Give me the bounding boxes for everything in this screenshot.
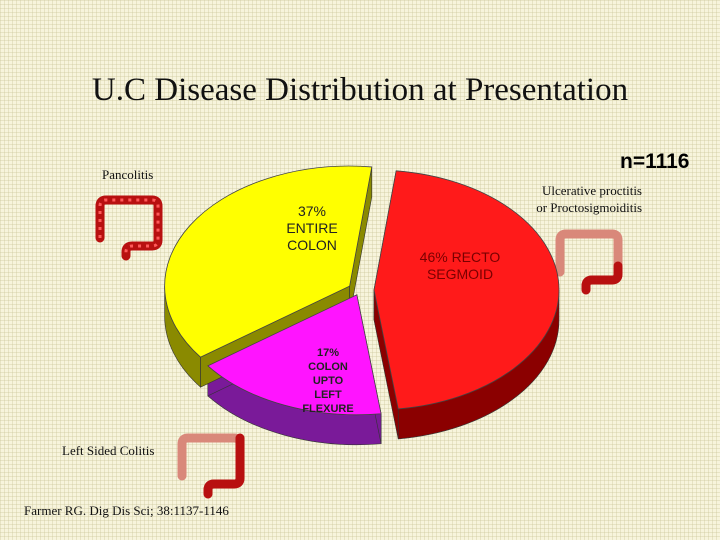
pie-slice-label-2: 37% ENTIRE COLON <box>286 203 337 253</box>
left-sided-colitis-caption: Left Sided Colitis <box>62 443 155 458</box>
pancolitis-caption: Pancolitis <box>102 167 154 182</box>
ulcerative-caption-line2: or Proctosigmoiditis <box>536 200 642 215</box>
pie-slice-1 <box>207 294 382 416</box>
ulcerative-caption-line1: Ulcerative proctitis <box>542 183 642 198</box>
sample-size-label: n=1116 <box>620 150 690 173</box>
chart-title: U.C Disease Distribution at Presentation <box>91 72 629 108</box>
pie-slice-label-0: 46% RECTO SEGMOID <box>420 249 501 282</box>
pie-slice-0 <box>373 170 560 410</box>
colon-icon-proctitis <box>555 229 623 295</box>
colon-icon-left-sided <box>177 433 245 499</box>
colon-icon-pancolitis <box>95 195 163 261</box>
pie-slice-2 <box>164 165 373 358</box>
source-citation: Farmer RG. Dig Dis Sci; 38:1137-1146 <box>24 503 229 518</box>
ulcerative-proctitis-caption: Ulcerative proctitis or Proctosigmoiditi… <box>470 182 642 216</box>
pie-slice-label-1: 17% COLON UPTO LEFT FLEXURE <box>302 347 353 415</box>
